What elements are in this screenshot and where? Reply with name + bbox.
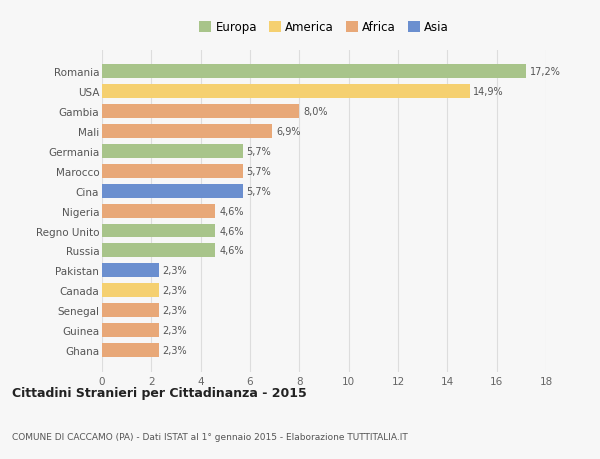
Bar bbox=[102, 164, 242, 179]
Bar bbox=[102, 105, 299, 119]
Text: 2,3%: 2,3% bbox=[163, 306, 187, 315]
Text: 4,6%: 4,6% bbox=[219, 206, 244, 216]
Text: 5,7%: 5,7% bbox=[247, 186, 271, 196]
Text: 2,3%: 2,3% bbox=[163, 266, 187, 276]
Text: 4,6%: 4,6% bbox=[219, 226, 244, 236]
Bar bbox=[102, 145, 242, 158]
Text: 8,0%: 8,0% bbox=[303, 107, 328, 117]
Text: 6,9%: 6,9% bbox=[276, 127, 301, 137]
Text: COMUNE DI CACCAMO (PA) - Dati ISTAT al 1° gennaio 2015 - Elaborazione TUTTITALIA: COMUNE DI CACCAMO (PA) - Dati ISTAT al 1… bbox=[12, 431, 408, 441]
Bar bbox=[102, 204, 215, 218]
Bar bbox=[102, 343, 159, 357]
Bar bbox=[102, 303, 159, 318]
Text: 2,3%: 2,3% bbox=[163, 285, 187, 296]
Bar bbox=[102, 85, 470, 99]
Legend: Europa, America, Africa, Asia: Europa, America, Africa, Asia bbox=[196, 18, 452, 38]
Bar bbox=[102, 264, 159, 278]
Bar bbox=[102, 65, 526, 79]
Text: 5,7%: 5,7% bbox=[247, 167, 271, 176]
Bar bbox=[102, 224, 215, 238]
Text: 14,9%: 14,9% bbox=[473, 87, 504, 97]
Text: 2,3%: 2,3% bbox=[163, 325, 187, 336]
Text: 5,7%: 5,7% bbox=[247, 146, 271, 157]
Bar bbox=[102, 185, 242, 198]
Text: 2,3%: 2,3% bbox=[163, 345, 187, 355]
Bar bbox=[102, 284, 159, 297]
Text: 17,2%: 17,2% bbox=[530, 67, 561, 77]
Bar bbox=[102, 324, 159, 337]
Text: 4,6%: 4,6% bbox=[219, 246, 244, 256]
Bar bbox=[102, 244, 215, 258]
Bar bbox=[102, 125, 272, 139]
Text: Cittadini Stranieri per Cittadinanza - 2015: Cittadini Stranieri per Cittadinanza - 2… bbox=[12, 386, 307, 399]
